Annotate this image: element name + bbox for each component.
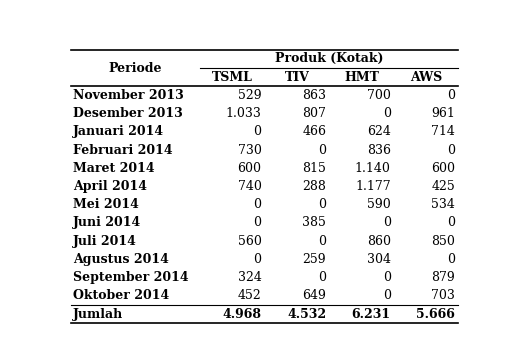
Text: 714: 714 bbox=[431, 125, 456, 138]
Text: 529: 529 bbox=[238, 89, 262, 102]
Text: 0: 0 bbox=[318, 271, 326, 284]
Text: 0: 0 bbox=[318, 198, 326, 211]
Text: 560: 560 bbox=[238, 235, 262, 248]
Text: 0: 0 bbox=[254, 216, 262, 229]
Text: Agustus 2014: Agustus 2014 bbox=[73, 253, 169, 266]
Text: 4.968: 4.968 bbox=[223, 308, 262, 321]
Text: 703: 703 bbox=[431, 289, 456, 302]
Text: November 2013: November 2013 bbox=[73, 89, 184, 102]
Text: 0: 0 bbox=[254, 253, 262, 266]
Text: TIV: TIV bbox=[284, 71, 310, 84]
Text: 385: 385 bbox=[302, 216, 326, 229]
Text: 807: 807 bbox=[302, 107, 326, 120]
Text: 0: 0 bbox=[318, 143, 326, 157]
Text: 0: 0 bbox=[383, 271, 391, 284]
Text: Februari 2014: Februari 2014 bbox=[73, 143, 173, 157]
Text: 288: 288 bbox=[302, 180, 326, 193]
Text: 649: 649 bbox=[302, 289, 326, 302]
Text: AWS: AWS bbox=[410, 71, 442, 84]
Text: September 2014: September 2014 bbox=[73, 271, 188, 284]
Text: 700: 700 bbox=[367, 89, 391, 102]
Text: 0: 0 bbox=[447, 143, 456, 157]
Text: 600: 600 bbox=[431, 162, 456, 175]
Text: 600: 600 bbox=[237, 162, 262, 175]
Text: HMT: HMT bbox=[344, 71, 379, 84]
Text: Juli 2014: Juli 2014 bbox=[73, 235, 137, 248]
Text: 0: 0 bbox=[383, 107, 391, 120]
Text: Desember 2013: Desember 2013 bbox=[73, 107, 183, 120]
Text: 452: 452 bbox=[238, 289, 262, 302]
Text: Januari 2014: Januari 2014 bbox=[73, 125, 164, 138]
Text: Jumlah: Jumlah bbox=[73, 308, 123, 321]
Text: 590: 590 bbox=[367, 198, 391, 211]
Text: 1.177: 1.177 bbox=[355, 180, 391, 193]
Text: 0: 0 bbox=[447, 216, 456, 229]
Text: 5.666: 5.666 bbox=[417, 308, 456, 321]
Text: Juni 2014: Juni 2014 bbox=[73, 216, 141, 229]
Text: 850: 850 bbox=[431, 235, 456, 248]
Text: April 2014: April 2014 bbox=[73, 180, 147, 193]
Text: 740: 740 bbox=[238, 180, 262, 193]
Text: 324: 324 bbox=[238, 271, 262, 284]
Text: 0: 0 bbox=[254, 125, 262, 138]
Text: 860: 860 bbox=[367, 235, 391, 248]
Text: 0: 0 bbox=[383, 289, 391, 302]
Text: 534: 534 bbox=[431, 198, 456, 211]
Text: TSML: TSML bbox=[212, 71, 253, 84]
Text: Oktober 2014: Oktober 2014 bbox=[73, 289, 169, 302]
Text: 0: 0 bbox=[254, 198, 262, 211]
Text: 624: 624 bbox=[367, 125, 391, 138]
Text: 6.231: 6.231 bbox=[351, 308, 391, 321]
Text: 1.140: 1.140 bbox=[355, 162, 391, 175]
Text: 1.033: 1.033 bbox=[226, 107, 262, 120]
Text: 863: 863 bbox=[302, 89, 326, 102]
Text: 0: 0 bbox=[447, 253, 456, 266]
Text: 0: 0 bbox=[447, 89, 456, 102]
Text: 836: 836 bbox=[367, 143, 391, 157]
Text: 304: 304 bbox=[367, 253, 391, 266]
Text: 730: 730 bbox=[238, 143, 262, 157]
Text: 0: 0 bbox=[383, 216, 391, 229]
Text: 425: 425 bbox=[432, 180, 456, 193]
Text: 259: 259 bbox=[302, 253, 326, 266]
Text: 961: 961 bbox=[431, 107, 456, 120]
Text: Periode: Periode bbox=[109, 62, 162, 74]
Text: 466: 466 bbox=[302, 125, 326, 138]
Text: 4.532: 4.532 bbox=[287, 308, 326, 321]
Text: 879: 879 bbox=[432, 271, 456, 284]
Text: Produk (Kotak): Produk (Kotak) bbox=[275, 53, 383, 65]
Text: Maret 2014: Maret 2014 bbox=[73, 162, 155, 175]
Text: Mei 2014: Mei 2014 bbox=[73, 198, 139, 211]
Text: 0: 0 bbox=[318, 235, 326, 248]
Text: 815: 815 bbox=[302, 162, 326, 175]
